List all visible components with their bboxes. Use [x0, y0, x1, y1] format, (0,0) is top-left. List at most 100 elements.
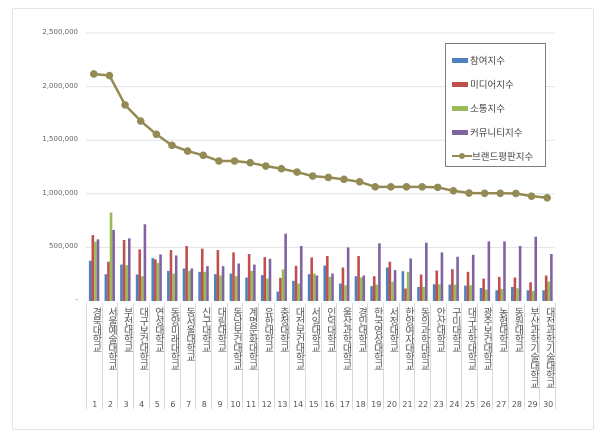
bar-소통지수-27 — [500, 288, 504, 301]
bar-미디어지수-4 — [138, 249, 142, 301]
rank-label: 17 — [339, 400, 351, 409]
bar-참여지수-20 — [385, 267, 389, 301]
y-tick-label: 1,500,000 — [42, 135, 78, 144]
rank-label: 1 — [92, 400, 98, 409]
bar-소통지수-12 — [266, 278, 269, 301]
brand-index-line — [90, 70, 551, 202]
bar-커뮤니티지수-1 — [96, 239, 100, 301]
legend-swatch-icon — [452, 57, 468, 63]
bar-커뮤니티지수-20 — [393, 270, 397, 301]
bar-소통지수-6 — [172, 273, 175, 301]
bar-커뮤니티지수-24 — [456, 256, 459, 301]
bar-커뮤니티지수-10 — [237, 263, 241, 301]
bar-미디어지수-23 — [435, 270, 439, 301]
rank-label: 28 — [511, 400, 522, 409]
category-label: 동의과학대학교 — [418, 307, 430, 370]
rank-label: 16 — [324, 400, 335, 409]
category-label: 동원대학교 — [511, 307, 523, 352]
bar-소통지수-14 — [297, 283, 300, 301]
legend-label: 미디어지수 — [470, 80, 514, 91]
bar-미디어지수-10 — [232, 252, 235, 301]
rank-label: 10 — [230, 400, 241, 409]
line-point-8 — [199, 151, 208, 160]
line-point-2 — [105, 71, 114, 80]
bar-미디어지수-26 — [482, 278, 485, 301]
bar-참여지수-25 — [464, 285, 467, 301]
bar-참여지수-4 — [135, 274, 139, 301]
line-point-27 — [496, 189, 505, 198]
bar-소통지수-22 — [422, 286, 426, 301]
x-category: 계명문화대학교 11 — [242, 303, 259, 409]
x-category: 구미대학교 24 — [445, 303, 463, 409]
bar-미디어지수-15 — [310, 257, 313, 301]
bar-미디어지수-24 — [451, 269, 454, 301]
bar-미디어지수-12 — [263, 257, 267, 301]
line-point-29 — [527, 192, 536, 200]
bar-미디어지수-9 — [216, 250, 220, 301]
x-category: 동원대학교 28 — [508, 303, 525, 409]
legend-item: 브랜드평판지수 — [452, 150, 533, 163]
y-tick-label: 2,500,000 — [42, 28, 78, 36]
bar-소통지수-20 — [391, 281, 394, 301]
bar-커뮤니티지수-12 — [268, 258, 272, 301]
bar-소통지수-7 — [187, 270, 191, 301]
bar-참여지수-5 — [151, 258, 155, 301]
line-point-24 — [449, 186, 458, 195]
bar-소통지수-9 — [219, 275, 222, 301]
category-label: 경북대학교 — [89, 307, 101, 352]
rank-label: 3 — [123, 400, 129, 409]
bar-미디어지수-20 — [388, 261, 392, 301]
bar-참여지수-2 — [104, 274, 108, 301]
bar-커뮤니티지수-3 — [127, 238, 131, 301]
bar-커뮤니티지수-22 — [425, 242, 428, 301]
legend-label: 커뮤니티지수 — [470, 128, 523, 139]
bar-참여지수-29 — [526, 290, 530, 301]
bar-참여지수-11 — [245, 277, 248, 301]
bar-참여지수-17 — [339, 283, 342, 301]
bar-참여지수-28 — [511, 286, 514, 301]
x-category: 농협대학교 27 — [492, 303, 509, 409]
legend-line-marker-icon — [452, 153, 472, 159]
bar-소통지수-5 — [156, 262, 160, 301]
line-point-4 — [136, 117, 145, 125]
x-category: 서정대학교 20 — [383, 303, 400, 409]
line-point-7 — [183, 147, 192, 155]
bar-참여지수-10 — [229, 273, 233, 301]
legend-item: 미디어지수 — [452, 78, 514, 91]
rank-label: 29 — [527, 400, 538, 409]
x-category: 부천대학교 3 — [117, 303, 134, 409]
bar-미디어지수-18 — [357, 256, 360, 301]
line-point-10 — [230, 157, 239, 165]
rank-label: 26 — [480, 400, 491, 409]
bar-미디어지수-22 — [419, 274, 423, 301]
rank-label: 6 — [170, 400, 176, 409]
rank-label: 22 — [418, 400, 429, 409]
rank-label: 2 — [107, 400, 113, 409]
category-label: 경민대학교 — [355, 307, 367, 352]
bar-소통지수-17 — [344, 285, 347, 301]
y-tick-label: 2,000,000 — [42, 81, 78, 90]
category-label: 대전보건대학교 — [293, 307, 305, 370]
x-category: 한양여자대학교 21 — [398, 303, 416, 409]
bar-소통지수-29 — [531, 290, 535, 301]
bar-소통지수-30 — [547, 281, 551, 301]
line-point-15 — [308, 172, 317, 180]
bar-커뮤니티지수-2 — [112, 229, 115, 301]
legend: 참여지수 미디어지수 소통지수 커뮤니티지수 브랜드평판지수 — [445, 43, 546, 167]
bar-커뮤니티지수-16 — [331, 273, 334, 301]
line-point-23 — [433, 183, 442, 192]
x-category: 동양미래대학교 6 — [164, 303, 181, 409]
bar-커뮤니티지수-5 — [159, 254, 162, 301]
line-point-17 — [340, 175, 348, 184]
line-point-20 — [387, 183, 395, 191]
bar-참여지수-22 — [417, 286, 420, 301]
bar-참여지수-14 — [292, 280, 295, 301]
rank-label: 5 — [154, 400, 160, 409]
bar-미디어지수-30 — [544, 275, 548, 301]
bar-참여지수-1 — [88, 260, 92, 301]
bar-참여지수-13 — [276, 291, 280, 301]
x-category: 대구과학대학교 25 — [461, 303, 478, 409]
bar-커뮤니티지수-11 — [253, 264, 256, 301]
bar-미디어지수-13 — [279, 277, 282, 301]
bar-소통지수-25 — [469, 285, 472, 301]
